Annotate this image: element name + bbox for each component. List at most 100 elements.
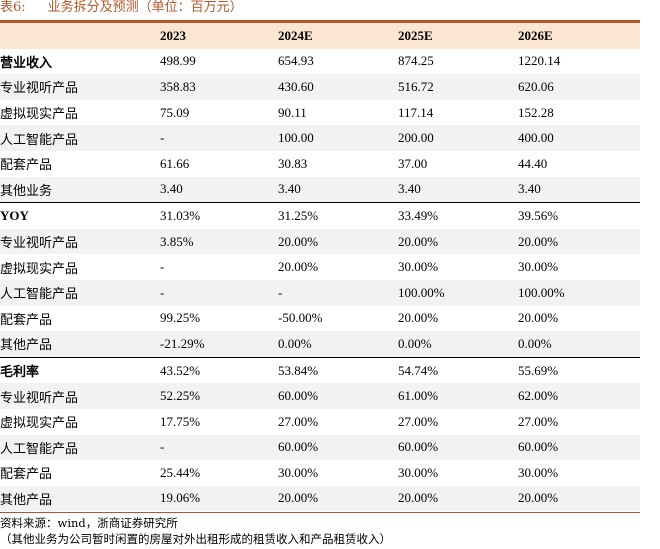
row-label: 其他产品 <box>0 485 160 512</box>
row-label: 配套产品 <box>0 311 53 327</box>
table-cell: 60.00% <box>398 434 518 461</box>
table-row: 人工智能产品 - -100.00% 100.00% <box>0 279 640 306</box>
row-label: 其他产品 <box>0 331 160 358</box>
table-cell: 30.00% <box>518 464 559 480</box>
row-label: 配套产品 <box>0 466 53 482</box>
table-row: 虚拟现实产品 17.75% 27.00% 27.00% 27.00% <box>0 409 640 435</box>
table-cell: 20.00% <box>278 228 398 255</box>
table-row: 专业视听产品 358.83 430.60 516.72 620.06 <box>0 74 640 100</box>
row-label: 虚拟现实产品 <box>0 106 79 122</box>
table-caption: 表6: 业务拆分及预测（单位：百万元） <box>0 0 243 20</box>
table-cell: 874.25 <box>398 53 434 69</box>
caption-number: 表6: <box>0 0 26 15</box>
table-row: 专业视听产品 3.85% 20.00% 20.00% 20.00% <box>0 228 640 255</box>
table-cell: 0.00% <box>518 331 640 358</box>
table-cell: 60.00% <box>278 383 398 409</box>
table-cell: 3.85% <box>160 228 278 255</box>
table-row: 毛利率 43.52% 53.84% 54.74% 55.69% <box>0 356 640 384</box>
table-cell: 25.44% <box>160 464 201 480</box>
row-label: 毛利率 <box>0 356 160 384</box>
table-cell: 3.40 <box>518 176 640 203</box>
table-row: YOY 31.03% 31.25% 33.49% 39.56% <box>0 202 640 229</box>
row-label: 营业收入 <box>0 54 53 70</box>
bottom-rule <box>0 512 640 513</box>
row-label: 专业视听产品 <box>0 383 160 409</box>
table-row: 人工智能产品 -100.00 200.00 400.00 <box>0 125 640 151</box>
table-cell: 20.00% <box>518 310 559 326</box>
table-cell: -50.00% <box>278 310 323 326</box>
table-cell: 17.75% <box>160 413 201 429</box>
table-cell: 430.60 <box>278 74 398 100</box>
table-cell: - <box>160 434 278 461</box>
column-header: 2023 <box>160 23 278 49</box>
table-cell: 60.00% <box>518 434 640 461</box>
row-label: 人工智能产品 <box>0 434 160 461</box>
table-cell: 75.09 <box>160 104 190 120</box>
table-cell: 3.40 <box>160 176 278 203</box>
table-cell: 100.00% <box>398 279 518 306</box>
table-cell: 30.00% <box>278 464 319 480</box>
table-cell: 400.00 <box>518 125 640 151</box>
table-cell: 54.74% <box>398 356 518 384</box>
table-row: 虚拟现实产品 75.09 90.11 117.14 152.28 <box>0 100 640 126</box>
table-cell: 60.00% <box>278 434 398 461</box>
table-cell: 117.14 <box>398 104 434 120</box>
table-cell: 61.66 <box>160 155 190 171</box>
table-cell: 43.52% <box>160 356 278 384</box>
table-cell: 100.00 <box>278 125 398 151</box>
row-label: 人工智能产品 <box>0 279 160 306</box>
row-label: 配套产品 <box>0 157 53 173</box>
table-cell: - <box>160 125 278 151</box>
table-cell: 516.72 <box>398 74 518 100</box>
table-cell: 90.11 <box>278 104 307 120</box>
header-corner <box>0 23 160 49</box>
table-cell: - <box>160 279 278 306</box>
table-cell: 27.00% <box>278 413 319 429</box>
row-label: 虚拟现实产品 <box>0 415 79 431</box>
table-cell: 20.00% <box>398 485 518 512</box>
table-cell: 152.28 <box>518 104 554 120</box>
column-header: 2024E <box>278 23 398 49</box>
table-row: 虚拟现实产品 - 20.00% 30.00% 30.00% <box>0 254 640 280</box>
row-label: 人工智能产品 <box>0 125 160 151</box>
table-row: 其他产品 -21.29% 0.00% 0.00% 0.00% <box>0 331 640 358</box>
row-label: 其他业务 <box>0 176 160 203</box>
column-header: 2025E <box>398 23 518 49</box>
table-cell: 37.00 <box>398 155 428 171</box>
table-cell: 44.40 <box>518 155 548 171</box>
table-row: 配套产品 61.66 30.83 37.00 44.40 <box>0 151 640 177</box>
table-cell: 62.00% <box>518 383 640 409</box>
table-cell: 20.00% <box>398 310 439 326</box>
table-cell: 27.00% <box>518 413 559 429</box>
table-cell: 654.93 <box>278 53 314 69</box>
table-cell: 53.84% <box>278 356 398 384</box>
table-cell: -21.29% <box>160 331 278 358</box>
source-note: 资料来源：wind，浙商证券研究所 <box>0 516 178 530</box>
row-label: 虚拟现实产品 <box>0 260 79 276</box>
table-cell: 0.00% <box>398 331 518 358</box>
top-rule <box>0 20 640 23</box>
table-cell: 0.00% <box>278 331 398 358</box>
table-cell: 20.00% <box>278 259 319 275</box>
table-cell: 99.25% <box>160 310 201 326</box>
table-cell: 3.40 <box>278 176 398 203</box>
table-cell: 1220.14 <box>518 53 561 69</box>
table-row: 人工智能产品 -60.00% 60.00% 60.00% <box>0 434 640 461</box>
table-cell: 30.00% <box>398 464 439 480</box>
table-row: 其他业务 3.40 3.40 3.40 3.40 <box>0 176 640 203</box>
table-cell: 30.00% <box>398 259 439 275</box>
table-cell: 100.00% <box>518 279 640 306</box>
table-cell: 358.83 <box>160 74 278 100</box>
table-cell: - <box>160 259 165 275</box>
row-label: 专业视听产品 <box>0 74 160 100</box>
table-cell: 61.00% <box>398 383 518 409</box>
table-notes: 资料来源：wind，浙商证券研究所 （其他业务为公司暂时闲置的房屋对外出租形成的… <box>0 515 391 547</box>
table-cell: 55.69% <box>518 356 640 384</box>
table-cell: 39.56% <box>518 202 640 229</box>
caption-title: 业务拆分及预测（单位：百万元） <box>47 0 243 15</box>
table-row: 营业收入 498.99 654.93 874.25 1220.14 <box>0 49 640 75</box>
table-cell: - <box>278 279 398 306</box>
table-row: 专业视听产品 52.25% 60.00% 61.00% 62.00% <box>0 383 640 409</box>
table-cell: 19.06% <box>160 485 278 512</box>
forecast-table: 2023 2024E 2025E 2026E 营业收入 498.99 654.93 874.2… <box>0 23 640 512</box>
